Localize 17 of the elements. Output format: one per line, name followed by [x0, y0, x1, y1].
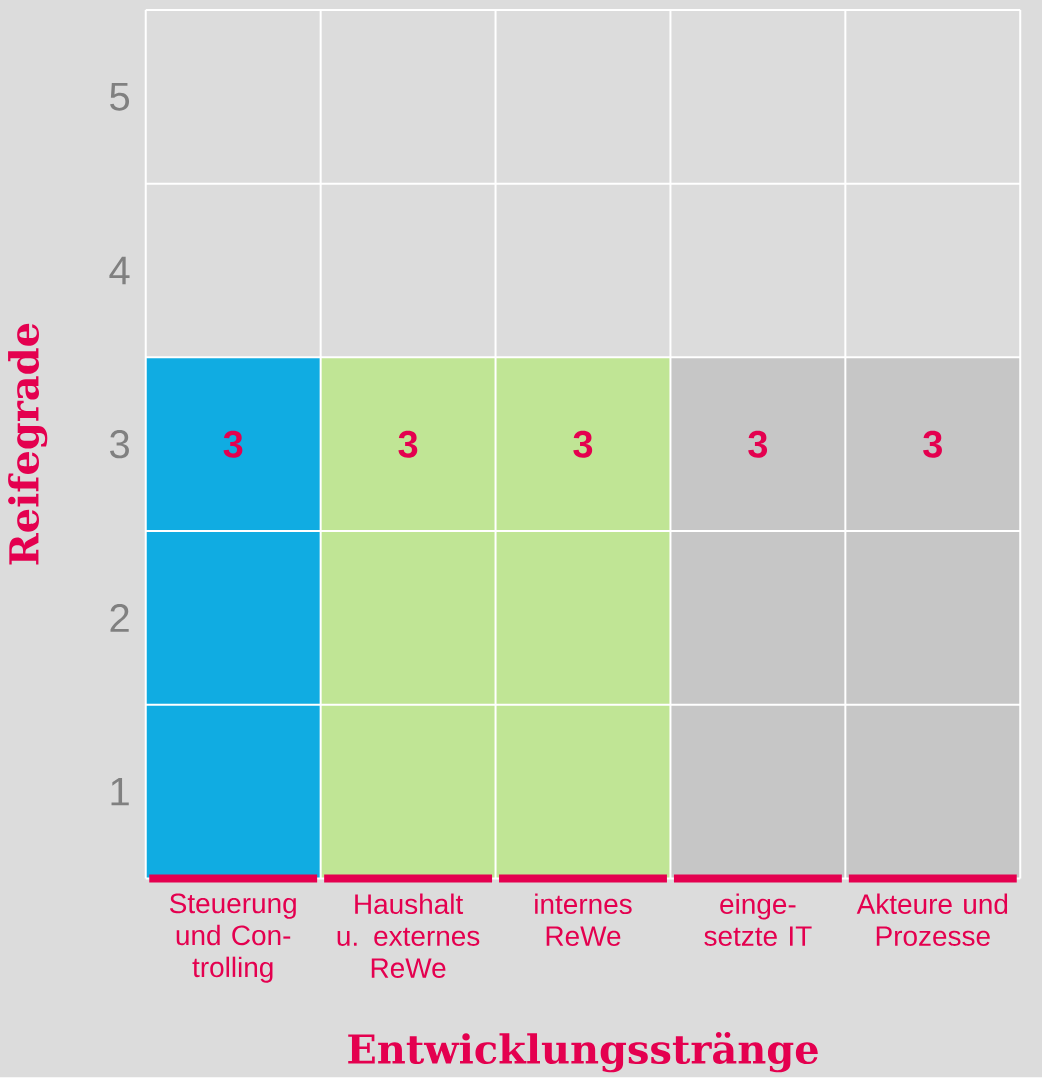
- x-tick-label: internes ReWe: [535, 893, 632, 946]
- data-label: 3: [573, 430, 593, 458]
- y-tick-label: 5: [110, 82, 129, 111]
- x-tick-label: Haushalt u. externes ReWe: [337, 893, 480, 978]
- data-label: 3: [223, 430, 243, 458]
- x-tick-label: Steuerung und Con-trolling: [169, 893, 296, 983]
- y-axis-title: Reifegrade: [7, 323, 48, 565]
- y-tick-label: 3: [109, 430, 129, 459]
- y-tick-label: 4: [109, 256, 130, 285]
- x-tick-label: Akteure und Prozesse: [856, 893, 1008, 946]
- y-tick-label: 2: [110, 604, 129, 632]
- y-tick-label: 1: [111, 777, 129, 806]
- x-axis-title: Entwicklungsstränge: [348, 1032, 818, 1073]
- x-tick-label: einge-setzte IT: [704, 893, 812, 946]
- data-label: 3: [398, 430, 418, 458]
- data-label: 3: [923, 430, 942, 458]
- data-label: 3: [748, 430, 767, 458]
